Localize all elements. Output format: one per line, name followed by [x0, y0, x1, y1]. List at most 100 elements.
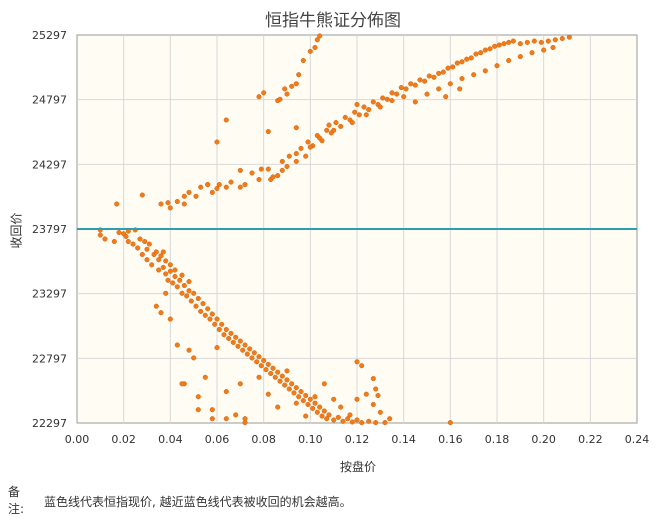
scatter-point: [492, 43, 498, 49]
scatter-point: [436, 70, 442, 76]
scatter-point: [167, 268, 173, 274]
scatter-point: [307, 48, 313, 54]
scatter-point: [251, 350, 257, 356]
scatter-point: [303, 392, 309, 399]
scatter-point: [459, 59, 465, 65]
scatter-point: [270, 365, 276, 371]
scatter-point: [116, 229, 122, 236]
scatter-point: [163, 290, 169, 296]
scatter-point: [326, 412, 332, 418]
scatter-point: [111, 238, 117, 245]
scatter-point: [450, 64, 456, 70]
scatter-point: [223, 389, 229, 395]
scatter-point: [293, 125, 299, 131]
scatter-point: [214, 316, 220, 322]
scatter-point: [153, 249, 159, 255]
scatter-point: [242, 182, 248, 188]
scatter-point: [144, 246, 150, 252]
scatter-point: [324, 416, 330, 422]
scatter-point: [146, 241, 152, 247]
scatter-point: [293, 400, 299, 406]
scatter-point: [312, 400, 318, 406]
scatter-point: [186, 347, 192, 353]
scatter-point: [158, 201, 164, 207]
scatter-point: [254, 359, 260, 365]
scatter-point: [153, 303, 159, 309]
scatter-point: [366, 107, 372, 113]
y-axis-ticks: 22297 22797 23297 23797 24297 24797 25297: [32, 29, 67, 430]
scatter-point: [347, 412, 353, 418]
scatter-point: [174, 198, 180, 205]
scatter-point: [496, 42, 502, 48]
scatter-point: [195, 295, 201, 302]
scatter-point: [317, 404, 323, 410]
scatter-point: [550, 44, 556, 51]
scatter-point: [184, 293, 190, 299]
scatter-point: [186, 288, 192, 294]
note-text: 蓝色线代表恒指现价, 越近蓝色线代表被收回的机会越高。: [44, 495, 352, 509]
scatter-point: [242, 416, 248, 422]
scatter-point: [524, 39, 530, 45]
scatter-plot: 22297 22797 23297 23797 24297 24797 25297 0.00…: [32, 29, 649, 446]
scatter-point: [447, 420, 453, 426]
scatter-point: [214, 139, 220, 145]
scatter-point: [296, 394, 302, 400]
scatter-point: [307, 396, 313, 402]
scatter-point: [305, 139, 311, 145]
scatter-point: [268, 370, 274, 377]
scatter-point: [242, 342, 248, 348]
scatter-point: [195, 394, 201, 400]
scatter-point: [279, 373, 285, 379]
scatter-point: [179, 381, 185, 387]
scatter-point: [335, 414, 341, 420]
scatter-point: [359, 420, 365, 426]
scatter-point: [541, 47, 547, 53]
scatter-point: [188, 298, 194, 304]
scatter-point: [384, 96, 390, 102]
x-axis-label: 按盘价: [339, 460, 376, 474]
y-tick-label: 22297: [32, 417, 67, 430]
scatter-point: [165, 277, 171, 283]
scatter-point: [398, 85, 404, 91]
scatter-point: [377, 104, 383, 110]
x-tick-label: 0.02: [111, 433, 136, 446]
scatter-point: [331, 127, 337, 133]
scatter-point: [345, 416, 351, 422]
scatter-point: [517, 41, 523, 47]
scatter-point: [298, 145, 304, 151]
scatter-point: [359, 363, 365, 369]
scatter-point: [163, 271, 169, 277]
scatter-point: [403, 86, 409, 92]
scatter-point: [529, 50, 535, 56]
scatter-point: [417, 77, 423, 83]
y-axis-label: 收回价: [9, 212, 24, 249]
scatter-point: [174, 342, 180, 348]
scatter-point: [412, 82, 418, 88]
scatter-point: [338, 123, 344, 129]
scatter-point: [223, 184, 229, 190]
scatter-point: [172, 273, 178, 280]
scatter-point: [174, 284, 180, 290]
scatter-point: [440, 69, 446, 75]
scatter-point: [286, 386, 292, 392]
x-tick-label: 0.20: [531, 433, 556, 446]
scatter-point: [424, 91, 430, 97]
scatter-point: [373, 386, 379, 392]
x-tick-label: 0.14: [391, 433, 416, 446]
scatter-point: [426, 73, 432, 79]
note-label: 备注:: [8, 485, 25, 516]
scatter-point: [284, 377, 290, 383]
scatter-point: [307, 144, 313, 150]
scatter-point: [349, 419, 355, 425]
scatter-point: [263, 367, 269, 373]
scatter-point: [272, 374, 278, 380]
scatter-point: [167, 316, 173, 322]
scatter-point: [356, 112, 362, 118]
scatter-point: [202, 312, 208, 318]
scatter-point: [293, 385, 299, 391]
scatter-point: [205, 182, 211, 188]
y-tick-label: 23797: [32, 223, 67, 236]
scatter-point: [144, 257, 150, 263]
scatter-point: [226, 335, 232, 342]
scatter-point: [324, 127, 330, 133]
